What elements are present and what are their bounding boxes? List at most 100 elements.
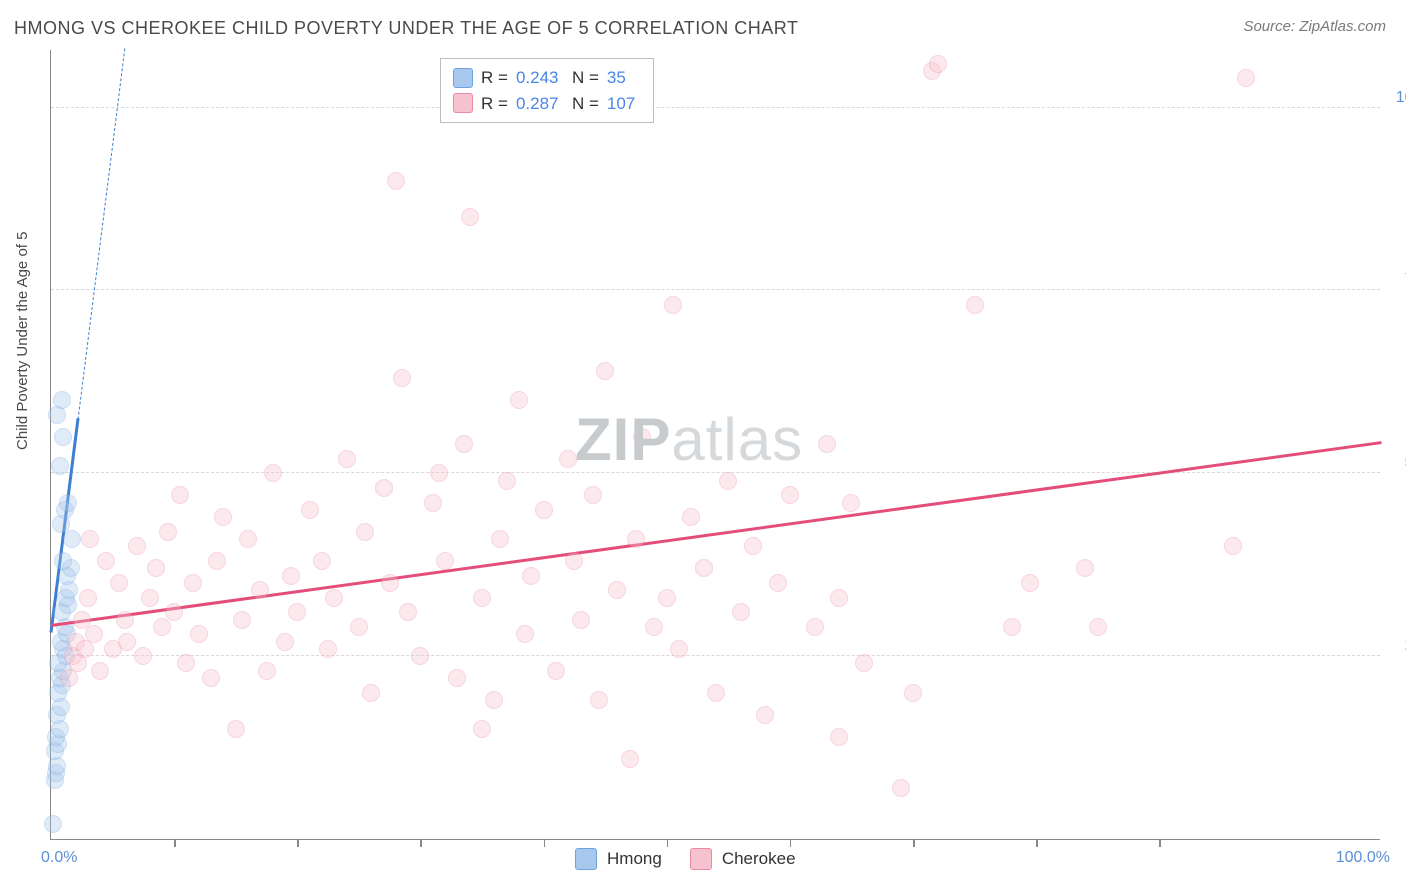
data-point xyxy=(393,369,411,387)
data-point xyxy=(1003,618,1021,636)
data-point xyxy=(118,633,136,651)
correlation-legend: R =0.243N =35R =0.287N =107 xyxy=(440,58,654,123)
data-point xyxy=(633,428,651,446)
x-tick xyxy=(913,839,915,847)
data-point xyxy=(251,581,269,599)
data-point xyxy=(141,589,159,607)
legend-r-label: R = xyxy=(481,65,508,91)
data-point xyxy=(227,720,245,738)
data-point xyxy=(264,464,282,482)
data-point xyxy=(535,501,553,519)
x-axis-min-label: 0.0% xyxy=(41,849,77,867)
data-point xyxy=(596,362,614,380)
data-point xyxy=(44,815,62,833)
data-point xyxy=(645,618,663,636)
legend-r-value: 0.287 xyxy=(516,91,564,117)
data-point xyxy=(806,618,824,636)
data-point xyxy=(116,611,134,629)
data-point xyxy=(498,472,516,490)
data-point xyxy=(288,603,306,621)
data-point xyxy=(387,172,405,190)
series-legend: Hmong Cherokee xyxy=(575,848,814,870)
data-point xyxy=(356,523,374,541)
data-point xyxy=(54,552,72,570)
data-point xyxy=(165,603,183,621)
data-point xyxy=(54,428,72,446)
data-point xyxy=(707,684,725,702)
data-point xyxy=(781,486,799,504)
y-axis-label: Child Poverty Under the Age of 5 xyxy=(14,232,31,450)
data-point xyxy=(584,486,602,504)
data-point xyxy=(319,640,337,658)
legend-swatch xyxy=(575,848,597,870)
data-point xyxy=(608,581,626,599)
data-point xyxy=(719,472,737,490)
data-point xyxy=(756,706,774,724)
data-point xyxy=(97,552,115,570)
data-point xyxy=(85,625,103,643)
legend-n-value: 35 xyxy=(607,65,641,91)
x-tick xyxy=(174,839,176,847)
data-point xyxy=(565,552,583,570)
data-point xyxy=(301,501,319,519)
x-tick xyxy=(790,839,792,847)
source-attribution: Source: ZipAtlas.com xyxy=(1243,18,1386,35)
data-point xyxy=(769,574,787,592)
data-point xyxy=(966,296,984,314)
data-point xyxy=(904,684,922,702)
data-point xyxy=(59,494,77,512)
data-point xyxy=(590,691,608,709)
data-point xyxy=(282,567,300,585)
data-point xyxy=(128,537,146,555)
legend-r-label: R = xyxy=(481,91,508,117)
data-point xyxy=(239,530,257,548)
data-point xyxy=(658,589,676,607)
x-tick xyxy=(297,839,299,847)
data-point xyxy=(399,603,417,621)
data-point xyxy=(892,779,910,797)
data-point xyxy=(1021,574,1039,592)
x-axis-max-label: 100.0% xyxy=(1336,849,1390,867)
data-point xyxy=(510,391,528,409)
data-point xyxy=(473,720,491,738)
data-point xyxy=(516,625,534,643)
data-point xyxy=(159,523,177,541)
x-tick xyxy=(420,839,422,847)
data-point xyxy=(855,654,873,672)
data-point xyxy=(547,662,565,680)
legend-n-value: 107 xyxy=(607,91,641,117)
data-point xyxy=(448,669,466,687)
legend-label: Cherokee xyxy=(722,849,796,869)
y-tick-label: 100.0% xyxy=(1396,89,1406,107)
data-point xyxy=(184,574,202,592)
x-tick xyxy=(544,839,546,847)
legend-swatch xyxy=(453,93,473,113)
data-point xyxy=(190,625,208,643)
data-point xyxy=(1224,537,1242,555)
data-point xyxy=(338,450,356,468)
data-point xyxy=(1089,618,1107,636)
data-point xyxy=(276,633,294,651)
data-point xyxy=(134,647,152,665)
data-point xyxy=(51,457,69,475)
data-point xyxy=(830,728,848,746)
data-point xyxy=(473,589,491,607)
data-point xyxy=(627,530,645,548)
data-point xyxy=(362,684,380,702)
data-point xyxy=(110,574,128,592)
data-point xyxy=(177,654,195,672)
data-point xyxy=(430,464,448,482)
data-point xyxy=(522,567,540,585)
legend-label: Hmong xyxy=(607,849,662,869)
data-point xyxy=(436,552,454,570)
data-point xyxy=(929,55,947,73)
legend-swatch xyxy=(690,848,712,870)
regression-line xyxy=(78,48,126,419)
data-point xyxy=(1237,69,1255,87)
legend-swatch xyxy=(453,68,473,88)
legend-r-value: 0.243 xyxy=(516,65,564,91)
legend-n-label: N = xyxy=(572,65,599,91)
gridline xyxy=(51,472,1380,473)
data-point xyxy=(79,589,97,607)
data-point xyxy=(491,530,509,548)
